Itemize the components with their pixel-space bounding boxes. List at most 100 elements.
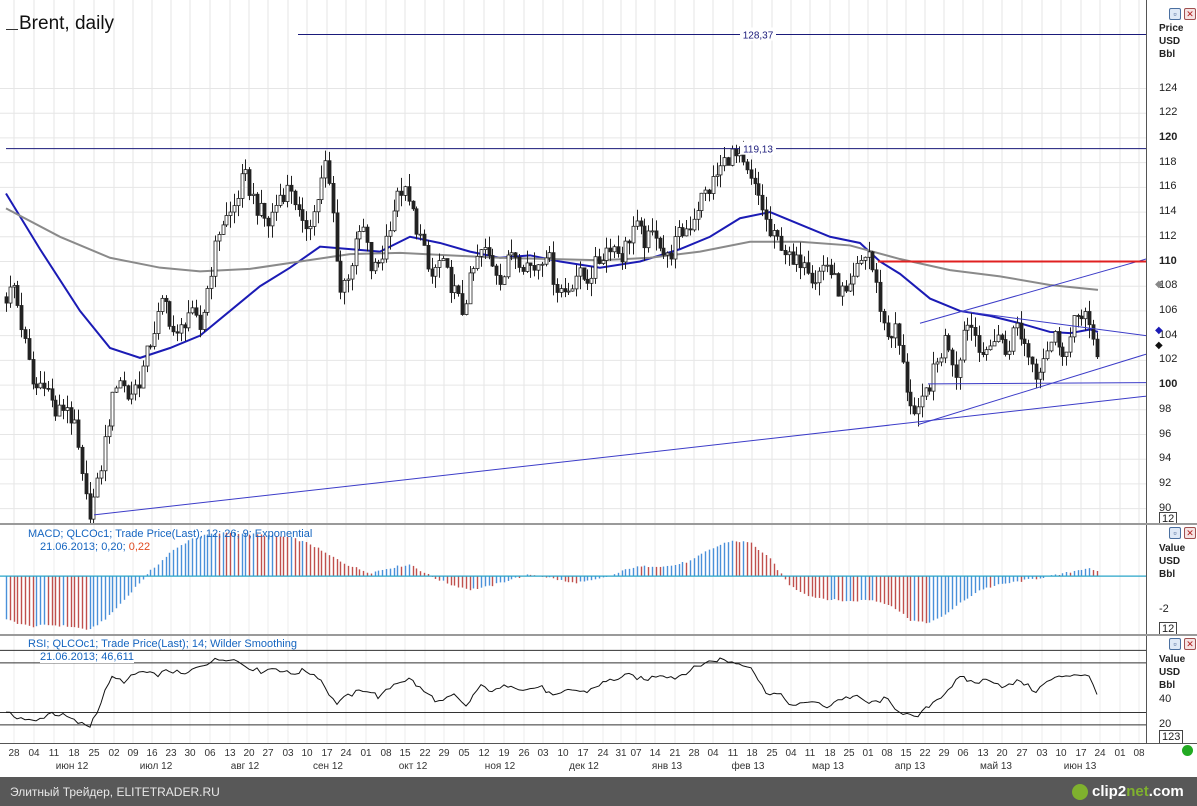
chart-title: Brent, daily <box>19 13 115 34</box>
candle-body <box>418 233 423 236</box>
candle-body <box>559 288 564 293</box>
price-tick-label: 108 <box>1159 279 1178 292</box>
date-tick-label: 11 <box>804 748 816 759</box>
candle-body <box>570 288 575 292</box>
candle-body <box>388 230 393 237</box>
date-tick-label: 20 <box>243 748 255 759</box>
candle-body <box>513 252 518 258</box>
candle-body <box>608 247 613 253</box>
candle-body <box>642 225 647 249</box>
trend-line <box>917 353 1146 426</box>
macd-chart[interactable] <box>0 525 1146 634</box>
candle-body <box>935 361 940 365</box>
candle-body <box>255 193 260 216</box>
candle-body <box>376 261 381 264</box>
level-label-bg <box>740 141 776 155</box>
candle-body <box>209 275 214 289</box>
macd-scale-box[interactable]: 12 <box>1159 622 1178 634</box>
candle-body <box>585 278 590 284</box>
rsi-axis[interactable]: ▫ ✕ Value USD Bbl 20 40 123 <box>1146 636 1197 743</box>
candle-body <box>703 189 708 194</box>
candle-body <box>996 334 1001 343</box>
rsi-close-button[interactable]: ✕ <box>1184 638 1196 650</box>
month-label: мар 13 <box>812 761 844 772</box>
date-axis[interactable]: 28 04 11 18 25 02 09 16 23 30 06 13 20 27 03 10 17 24 01 08… <box>0 743 1197 778</box>
candle-body <box>772 230 777 237</box>
candle-body <box>711 176 716 194</box>
candle-body <box>460 293 465 315</box>
candle-body <box>1049 341 1054 352</box>
price-panel[interactable]: 128,37 119,13 Brent, daily <box>0 0 1146 523</box>
candle-body <box>217 234 222 242</box>
rsi-panel[interactable]: RSI; QLCOc1; Trade Price(Last); 14; Wild… <box>0 636 1146 743</box>
price-axis-unit: USD <box>1159 36 1181 47</box>
price-chart[interactable]: 128,37 119,13 <box>0 0 1146 523</box>
date-tick-label: 10 <box>301 748 313 759</box>
macd-restore-button[interactable]: ▫ <box>1169 527 1181 539</box>
candle-body <box>118 380 123 389</box>
candle-body <box>764 209 769 220</box>
restore-button[interactable]: ▫ <box>1169 8 1181 20</box>
candle-body <box>547 252 552 259</box>
candle-body <box>525 262 530 272</box>
panel-divider[interactable] <box>0 634 1197 636</box>
macd-panel[interactable]: MACD; QLCOc1; Trade Price(Last); 12; 26;… <box>0 525 1146 634</box>
candle-body <box>536 264 541 271</box>
candle-body <box>167 301 172 327</box>
date-tick-label: 01 <box>862 748 874 759</box>
date-tick-label: 17 <box>321 748 333 759</box>
candle-body <box>616 246 621 254</box>
price-axis[interactable]: ▫ ✕ Price USD Bbl 90 92 94 96 98 100 102 104 106… <box>1146 0 1197 523</box>
date-tick-label: 17 <box>577 748 589 759</box>
macd-close-button[interactable]: ✕ <box>1184 527 1196 539</box>
candle-body <box>31 359 36 385</box>
candle-body <box>897 323 902 346</box>
candle-body <box>1015 322 1020 329</box>
candle-body <box>927 387 932 392</box>
candle-body <box>810 272 815 284</box>
rsi-restore-button[interactable]: ▫ <box>1169 638 1181 650</box>
price-scale-box[interactable]: 12 <box>1159 512 1178 523</box>
date-tick-label: 27 <box>262 748 274 759</box>
candle-body <box>954 364 959 378</box>
rsi-scale-box[interactable]: 123 <box>1159 730 1184 743</box>
date-tick-label: 24 <box>340 748 352 759</box>
price-tick-label: 104 <box>1159 328 1178 341</box>
candle-body <box>190 307 195 314</box>
macd-axis[interactable]: ▫ ✕ Value USD Bbl -2 12 <box>1146 525 1197 634</box>
date-tick-label: 31 <box>615 748 627 759</box>
candle-body <box>95 477 100 498</box>
month-label: ноя 12 <box>484 761 516 772</box>
candle-body <box>658 237 663 249</box>
candle-body <box>274 204 279 213</box>
candle-body <box>848 283 853 292</box>
price-axis-units: Price USD Bbl <box>1159 22 1183 61</box>
month-label: июл 12 <box>139 761 173 772</box>
date-tick-label: 13 <box>224 748 236 759</box>
candle-body <box>479 249 484 257</box>
candle-body <box>836 273 841 297</box>
candle-body <box>574 275 579 290</box>
close-button[interactable]: ✕ <box>1184 8 1196 20</box>
rsi-axis-unit: Bbl <box>1159 680 1176 691</box>
candle-body <box>346 278 351 281</box>
candle-body <box>612 246 617 253</box>
date-tick-label: 25 <box>843 748 855 759</box>
candle-body <box>794 254 799 265</box>
candle-body <box>578 267 583 277</box>
date-tick-label: 21 <box>669 748 681 759</box>
candle-body <box>12 285 17 288</box>
candle-body <box>498 274 503 285</box>
rsi-chart[interactable] <box>0 636 1146 743</box>
candle-body <box>395 190 400 212</box>
panel-divider[interactable] <box>0 523 1197 525</box>
candle-body <box>259 202 264 216</box>
candle-body <box>981 352 986 355</box>
candle-body <box>650 230 655 233</box>
candle-body <box>832 273 837 276</box>
candle-body <box>1068 336 1073 353</box>
date-tick-label: 05 <box>458 748 470 759</box>
candle-body <box>270 211 275 227</box>
candle-body <box>593 256 598 279</box>
candle-body <box>745 161 750 171</box>
